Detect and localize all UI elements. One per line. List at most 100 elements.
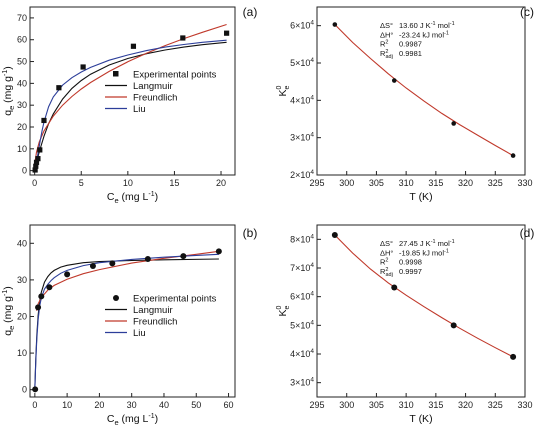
x-tick-label: 0 [32,178,37,188]
data-point [391,78,397,83]
y-tick-label: 10 [17,144,27,154]
data-point [109,260,116,267]
chart-panel-c: 295 300 305 310 315 320 325 330 2×104 3×104 4×104 5… [276,5,534,203]
chart-panel-d: 295 300 305 310 315 320 325 330 3×104 4×104 5×104 6… [276,224,535,425]
y-tick-label: 5×104 [290,319,314,330]
y-tick-label: 50 [17,57,27,67]
legend-marker [113,71,119,77]
data-point [89,262,96,269]
annotation-label: R2 adj [380,267,393,278]
y-axis-label: qe (mg g-1) [2,286,16,336]
series-line-liu [34,39,227,171]
x-tick-label: 50 [191,400,201,410]
y-tick-label: 30 [17,100,27,110]
y-tick-label: 0 [22,166,27,176]
data-point [391,284,398,291]
panel-label: (d) [520,226,535,240]
annotation-value: -23.24 kJ mol-1 [399,30,449,39]
data-point [46,284,53,291]
legend-label: Experimental points [133,70,217,81]
x-tick-label: 10 [62,400,72,410]
y-tick-label: 6×104 [290,291,314,302]
legend-label: Liu [133,104,146,115]
x-tick-label: 300 [339,178,354,188]
y-tick-label: 30 [17,275,27,285]
y-tick-label: 10 [17,348,27,358]
data-point [180,253,187,260]
series-line-freundlich [34,23,227,162]
y-tick-label: 4×104 [290,348,314,359]
y-tick-label: 40 [17,238,27,248]
annotation-value: 0.9987 [399,40,422,49]
y-tick-label: 6×104 [290,20,314,31]
x-tick-label: 330 [517,400,532,410]
y-axis-label: K0e [276,85,291,96]
x-tick-label: 330 [517,178,532,188]
x-tick-label: 300 [339,400,354,410]
x-tick-label: 325 [488,400,503,410]
x-tick-label: 295 [309,178,324,188]
series-line-liu [34,253,219,390]
y-tick-label: 0 [22,385,27,395]
annotation-label: R2 [380,258,388,267]
panel-label: (c) [520,5,534,19]
x-tick-label: 40 [159,400,169,410]
x-tick-label: 20 [94,400,104,410]
annotation-value: 0.9981 [399,49,422,58]
x-tick-label: 305 [369,400,384,410]
y-tick-label: 8×104 [290,233,314,244]
annotation-label: R2 [380,40,388,49]
x-axis-label: T (K) [409,413,432,425]
y-tick-label: 3×104 [290,132,314,143]
annotation-label: ΔH° [380,248,393,257]
data-point [35,156,41,162]
data-point [180,35,186,41]
x-axis-label: Ce (mg L-1) [107,413,158,427]
data-point [33,163,39,169]
data-point [331,232,338,239]
y-tick-label: 5×104 [290,57,314,68]
annotation-value: 13.60 J K-1 mol-1 [399,21,455,30]
legend-label: Freundlich [133,93,177,104]
y-tick-label: 20 [17,311,27,321]
x-axis-label: T (K) [409,191,432,203]
chart-panel-a: 0 5 10 15 20 0 10 20 30 40 50 60 70 (a) Ce (mg L-1) qe … [2,5,257,205]
legend-marker [113,295,119,301]
fit-curve [334,234,514,358]
legend-label: Experimental points [133,294,217,305]
x-tick-label: 0 [32,400,37,410]
panel-label: (a) [243,5,258,19]
y-tick-label: 3×104 [290,377,314,388]
x-tick-label: 10 [123,178,133,188]
data-point [510,153,516,158]
data-point [80,64,86,70]
annotation-value: 27.45 J K-1 mol-1 [399,239,455,248]
data-point [215,248,222,255]
data-point [450,322,457,329]
x-tick-label: 20 [216,178,226,188]
chart-panel-b: 0 10 20 30 40 50 60 0 10 20 30 40 (b) Ce (mg L-1) qe (… [2,224,257,427]
data-point [33,159,40,165]
annotation-value: -19.85 kJ mol-1 [399,248,449,257]
x-tick-label: 60 [224,400,234,410]
x-tick-label: 325 [488,178,503,188]
x-tick-label: 320 [458,400,473,410]
series-line-langmuir [34,258,219,390]
x-tick-label: 30 [127,400,137,410]
data-point [56,85,62,91]
x-tick-label: 5 [79,178,84,188]
data-point [64,271,71,278]
data-point [35,304,42,311]
legend-label: Langmuir [133,305,173,316]
data-point [38,293,45,300]
legend-label: Langmuir [133,81,173,92]
legend-label: Liu [133,328,146,339]
plot-frame [29,224,236,398]
x-tick-label: 15 [169,178,179,188]
data-point [130,43,137,49]
y-tick-label: 60 [17,35,27,45]
plot-frame [316,224,526,398]
x-tick-label: 320 [458,178,473,188]
y-tick-label: 70 [17,13,27,23]
